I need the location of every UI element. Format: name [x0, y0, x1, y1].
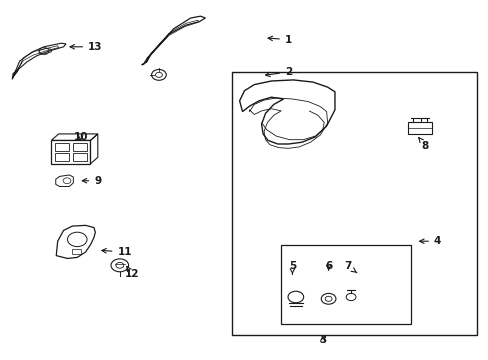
Bar: [55, 143, 69, 151]
Bar: [73, 153, 86, 161]
Bar: [51, 140, 90, 164]
Bar: [72, 249, 81, 254]
Text: 1: 1: [267, 35, 291, 45]
Text: 11: 11: [102, 247, 132, 257]
Bar: [55, 153, 69, 161]
Text: 3: 3: [319, 335, 325, 345]
Text: 13: 13: [70, 42, 102, 52]
Text: 10: 10: [73, 132, 88, 142]
Bar: [407, 122, 431, 134]
Text: 7: 7: [344, 261, 356, 273]
Text: 5: 5: [288, 261, 295, 274]
Text: 6: 6: [325, 261, 331, 271]
Text: 12: 12: [124, 266, 139, 279]
Bar: [73, 143, 86, 151]
Bar: [281, 245, 410, 324]
Text: 9: 9: [82, 176, 101, 186]
Text: 8: 8: [418, 138, 428, 151]
Text: 2: 2: [265, 67, 291, 77]
Text: 4: 4: [419, 236, 441, 246]
Bar: [232, 72, 476, 335]
